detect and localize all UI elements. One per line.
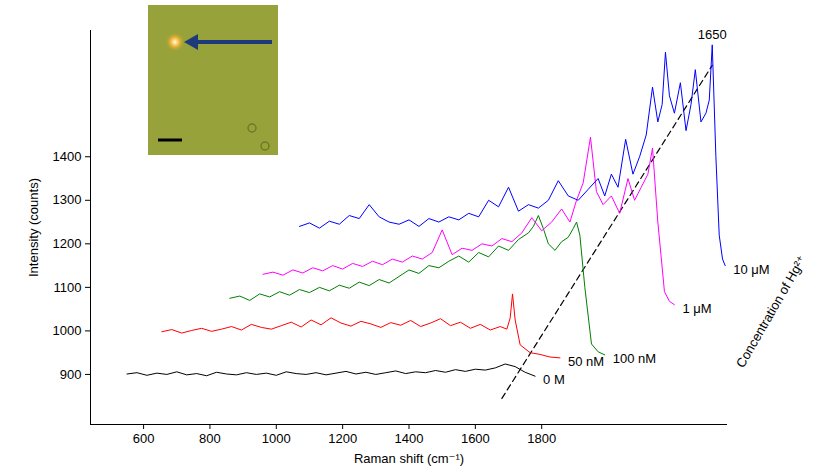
svg-text:1300: 1300 <box>53 192 82 207</box>
svg-text:1800: 1800 <box>527 431 556 446</box>
svg-text:800: 800 <box>199 431 221 446</box>
svg-text:1000: 1000 <box>262 431 291 446</box>
svg-text:1400: 1400 <box>53 149 82 164</box>
svg-text:10 μM: 10 μM <box>733 262 769 277</box>
svg-text:600: 600 <box>133 431 155 446</box>
svg-text:Raman shift (cm⁻¹): Raman shift (cm⁻¹) <box>354 451 464 466</box>
svg-text:0 M: 0 M <box>543 372 565 387</box>
svg-text:1 μM: 1 μM <box>682 301 711 316</box>
svg-text:1100: 1100 <box>54 280 82 295</box>
svg-text:Intensity (counts): Intensity (counts) <box>26 178 41 277</box>
svg-text:1200: 1200 <box>53 236 82 251</box>
svg-text:100 nM: 100 nM <box>613 351 656 366</box>
svg-text:900: 900 <box>60 367 82 382</box>
svg-text:1000: 1000 <box>53 323 82 338</box>
svg-text:1400: 1400 <box>395 431 424 446</box>
svg-text:1600: 1600 <box>461 431 490 446</box>
svg-text:1650: 1650 <box>698 27 727 42</box>
svg-text:1200: 1200 <box>328 431 357 446</box>
svg-text:Concentration of Hg²⁺: Concentration of Hg²⁺ <box>733 253 809 370</box>
svg-text:50 nM: 50 nM <box>568 354 604 369</box>
